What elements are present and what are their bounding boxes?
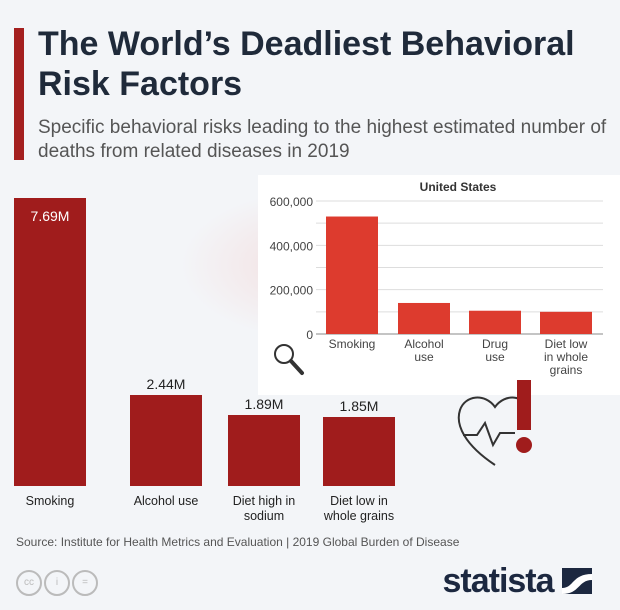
inset-category-label: grains: [550, 363, 583, 377]
attribution-icon: i: [44, 570, 70, 596]
inset-category-label: Smoking: [329, 337, 376, 351]
bar-1: [130, 394, 202, 486]
value-label: 7.69M: [30, 208, 70, 224]
category-label: Diet high in sodium: [232, 494, 296, 523]
subtitle: Specific behavioral risks leading to the…: [38, 117, 607, 162]
no-derivatives-icon: =: [72, 570, 98, 596]
us-chart-svg: United States 0 200,000 400,000 600,000 Smoki…: [270, 180, 603, 377]
page-title: The World’s Deadliest Behavioral Risk Fa…: [38, 25, 575, 103]
bar-0: [14, 198, 86, 486]
heart-exclamation-icon: [457, 380, 532, 466]
inset-bar-1: [398, 302, 450, 334]
title-accent-bar: [14, 28, 24, 160]
y-tick-label: 0: [306, 328, 313, 342]
bar-3: [323, 416, 395, 486]
bar-2: [228, 415, 300, 486]
y-tick-label: 400,000: [270, 239, 314, 253]
us-inset-chart: United States 0 200,000 400,000 600,000 Smoki…: [258, 175, 620, 395]
category-label: Alcohol use: [133, 494, 199, 508]
brand-name: statista: [442, 562, 554, 600]
inset-category-label: Diet low: [545, 337, 588, 351]
inset-category-label: use: [414, 350, 434, 364]
statista-logo: statista: [442, 562, 592, 601]
statista-logo-icon: [562, 568, 592, 594]
source-note: Source: Institute for Health Metrics and…: [16, 535, 460, 549]
inset-category-label: use: [485, 350, 505, 364]
category-label: Smoking: [25, 494, 75, 508]
y-tick-label: 600,000: [270, 195, 314, 209]
inset-bar-0: [326, 216, 378, 334]
cc-icon: cc: [16, 570, 42, 596]
y-tick-label: 200,000: [270, 284, 314, 298]
category-label: Diet low in whole grains: [323, 494, 395, 523]
magnifier-icon: [274, 344, 304, 375]
inset-bar-2: [469, 310, 521, 334]
inset-category-label: Drug: [482, 337, 508, 351]
inset-title: United States: [420, 180, 497, 194]
value-label: 1.85M: [339, 397, 379, 414]
inset-bar-3: [540, 311, 592, 334]
inset-category-label: in whole: [544, 350, 588, 364]
value-label: 1.89M: [244, 396, 284, 413]
value-label: 2.44M: [146, 375, 186, 392]
inset-category-label: Alcohol: [404, 337, 443, 351]
